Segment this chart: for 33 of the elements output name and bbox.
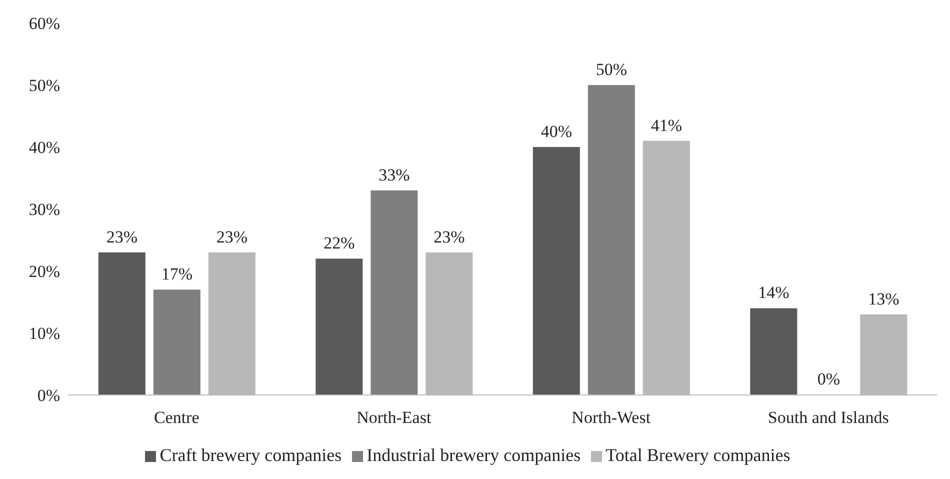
data-label: 22% xyxy=(324,234,355,253)
bar xyxy=(750,308,798,395)
y-tick-label: 60% xyxy=(28,14,60,34)
data-label: 13% xyxy=(868,289,900,308)
data-label: 40% xyxy=(540,122,572,141)
bar xyxy=(98,252,146,395)
x-tick-label: South and Islands xyxy=(768,408,889,428)
legend-label: Total Brewery companies xyxy=(606,445,790,465)
data-label: 50% xyxy=(596,60,627,79)
y-tick-label: 40% xyxy=(28,138,60,158)
y-tick-label: 10% xyxy=(28,324,60,344)
data-label: 17% xyxy=(161,264,192,284)
bar xyxy=(532,147,580,395)
data-label: 41% xyxy=(650,116,682,135)
y-tick-label: 0% xyxy=(37,386,60,406)
x-tick-label: North-East xyxy=(356,408,432,428)
bar xyxy=(316,258,363,395)
y-tick-label: 50% xyxy=(28,76,60,96)
legend-label: Industrial brewery companies xyxy=(366,445,581,465)
data-label: 23% xyxy=(106,227,138,246)
legend-label: Craft brewery companies xyxy=(160,445,342,465)
data-label: 33% xyxy=(378,165,410,184)
y-tick-label: 30% xyxy=(28,200,60,220)
data-label: 0% xyxy=(817,370,840,388)
data-label: 23% xyxy=(434,227,465,246)
bar xyxy=(153,290,200,395)
bar xyxy=(588,85,635,395)
x-tick-label: Centre xyxy=(154,408,200,428)
y-tick-label: 20% xyxy=(28,262,60,282)
x-tick-label: North-West xyxy=(572,408,651,428)
data-label: 23% xyxy=(216,227,248,246)
data-label: 14% xyxy=(758,283,790,302)
bar xyxy=(370,190,418,395)
